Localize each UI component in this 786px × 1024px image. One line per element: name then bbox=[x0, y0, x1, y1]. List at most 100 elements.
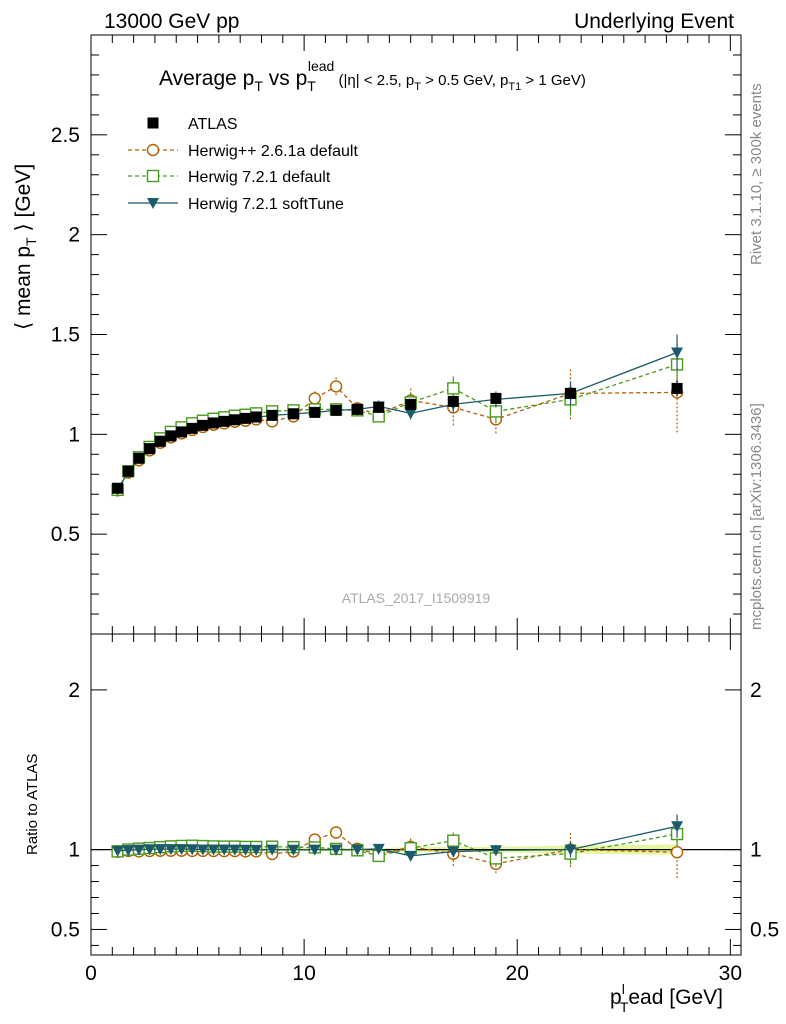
x-tick-label: 10 bbox=[292, 962, 315, 985]
data-point bbox=[250, 411, 262, 423]
ratio-point bbox=[447, 846, 460, 858]
data-point bbox=[490, 392, 502, 404]
ratio-axis-label: Ratio to ATLAS bbox=[24, 754, 41, 855]
legend-label: Herwig 7.2.1 default bbox=[188, 169, 331, 186]
ratio-point bbox=[228, 844, 241, 856]
header-left: 13000 GeV pp bbox=[104, 10, 239, 33]
data-point bbox=[671, 382, 683, 394]
title-cuts-a: (|η| < 2.5, p bbox=[334, 72, 414, 89]
legend-label: ATLAS bbox=[188, 116, 238, 133]
xlabel-end: ead [GeV] bbox=[628, 986, 723, 1009]
ratio-point bbox=[329, 826, 343, 839]
data-point bbox=[154, 435, 166, 447]
legend-marker bbox=[146, 143, 160, 157]
data-point bbox=[351, 403, 363, 415]
chart-title: Average pT vs pTlead (|η| < 2.5, pT > 0.… bbox=[159, 58, 586, 94]
data-point bbox=[133, 452, 145, 464]
data-point bbox=[330, 404, 342, 416]
y-tick-label: 1.5 bbox=[51, 324, 80, 347]
ratio-point bbox=[351, 844, 364, 856]
legend-item: Herwig 7.2.1 default bbox=[128, 169, 331, 186]
data-point bbox=[144, 443, 156, 455]
legend-marker bbox=[147, 117, 159, 129]
x-tick-label: 30 bbox=[719, 962, 742, 985]
y-tick-label: 1 bbox=[68, 423, 80, 446]
data-point bbox=[405, 398, 417, 410]
ratio-point bbox=[186, 844, 199, 856]
legend: ATLAS Herwig++ 2.6.1a default Herwig 7.2.1… bbox=[128, 116, 358, 213]
title-main-sub: T bbox=[254, 78, 263, 94]
data-point bbox=[229, 414, 241, 426]
x-tick-label: 20 bbox=[506, 962, 529, 985]
data-point bbox=[176, 426, 188, 438]
legend-label: Herwig++ 2.6.1a default bbox=[188, 143, 358, 160]
series-line bbox=[117, 385, 678, 491]
data-point bbox=[197, 419, 209, 431]
x-tick-label: 0 bbox=[85, 962, 97, 985]
ratio-tick-label-right: 2 bbox=[750, 679, 762, 702]
ratio-point bbox=[564, 844, 577, 856]
x-axis-label: pl Tead [GeV] bbox=[610, 981, 723, 1015]
data-point bbox=[309, 406, 321, 418]
ratio-point bbox=[154, 844, 167, 856]
ratio-tick-label-left: 0.5 bbox=[51, 918, 80, 941]
legend-marker bbox=[146, 169, 160, 183]
y-tick-label: 0.5 bbox=[51, 523, 80, 546]
data-point bbox=[308, 392, 321, 405]
data-point bbox=[404, 408, 417, 420]
main-series bbox=[111, 334, 684, 497]
ratio-point bbox=[143, 844, 156, 856]
legend-item: ATLAS bbox=[147, 116, 238, 133]
data-point bbox=[329, 380, 343, 393]
ratio-tick-label-right: 1 bbox=[750, 839, 762, 862]
data-point bbox=[489, 405, 503, 418]
ratio-point bbox=[287, 844, 300, 856]
ratio-tick-label-left: 2 bbox=[68, 679, 80, 702]
mcplots-label: mcplots.cern.ch [arXiv:1306.3436] bbox=[748, 403, 765, 630]
axis-tick-labels: 0 10 20 30 0.5 1 1.5 2 2.5 0.5 0.5 1 1 2 2 bbox=[51, 124, 779, 985]
ratio-point bbox=[250, 844, 263, 856]
data-point bbox=[447, 395, 459, 407]
ratio-point bbox=[196, 844, 209, 856]
data-point bbox=[218, 415, 230, 427]
y-tick-label: 2.5 bbox=[51, 124, 80, 147]
y-axis-label: ⟨ mean pT ⟩ [GeV] bbox=[12, 164, 39, 330]
ratio-point bbox=[404, 850, 417, 862]
ratio-point bbox=[122, 845, 135, 857]
title-vs-sub: T bbox=[307, 78, 316, 94]
legend-label: Herwig 7.2.1 softTune bbox=[188, 196, 344, 213]
data-point bbox=[565, 387, 577, 399]
data-point bbox=[165, 430, 177, 442]
ratio-point bbox=[266, 844, 279, 856]
ylabel-main: ⟨ mean p bbox=[12, 246, 35, 330]
title-main: Average p bbox=[159, 67, 254, 90]
data-point bbox=[240, 412, 252, 424]
ratio-plot-frame bbox=[90, 633, 742, 956]
title-cuts-c: > 1 GeV) bbox=[521, 72, 586, 89]
ratio-point bbox=[218, 844, 231, 856]
xlabel: p bbox=[610, 986, 622, 1009]
legend-item: Herwig++ 2.6.1a default bbox=[128, 143, 358, 160]
analysis-watermark: ATLAS_2017_I1509919 bbox=[342, 590, 491, 606]
data-point bbox=[186, 422, 198, 434]
header-right: Underlying Event bbox=[574, 10, 734, 33]
title-vs-sup: lead bbox=[308, 58, 334, 74]
ratio-point bbox=[670, 845, 684, 859]
xlabel-sup: l bbox=[622, 981, 625, 997]
title-cuts-a-sub: T bbox=[414, 81, 421, 93]
data-point bbox=[266, 409, 278, 421]
ratio-tick-label-right: 0.5 bbox=[750, 918, 779, 941]
xlabel-sub: T bbox=[620, 999, 629, 1015]
data-point bbox=[373, 401, 385, 413]
ratio-point bbox=[111, 845, 124, 857]
ylabel-main-end: ⟩ [GeV] bbox=[12, 164, 35, 238]
ratio-series bbox=[111, 814, 684, 879]
ratio-tick-label-left: 1 bbox=[68, 839, 80, 862]
ylabel-main-sub: T bbox=[23, 237, 39, 246]
data-point bbox=[208, 417, 220, 429]
ratio-series-3 bbox=[111, 814, 684, 862]
ratio-point bbox=[330, 844, 343, 856]
legend-item: Herwig 7.2.1 softTune bbox=[128, 196, 344, 213]
ratio-point bbox=[671, 821, 684, 833]
